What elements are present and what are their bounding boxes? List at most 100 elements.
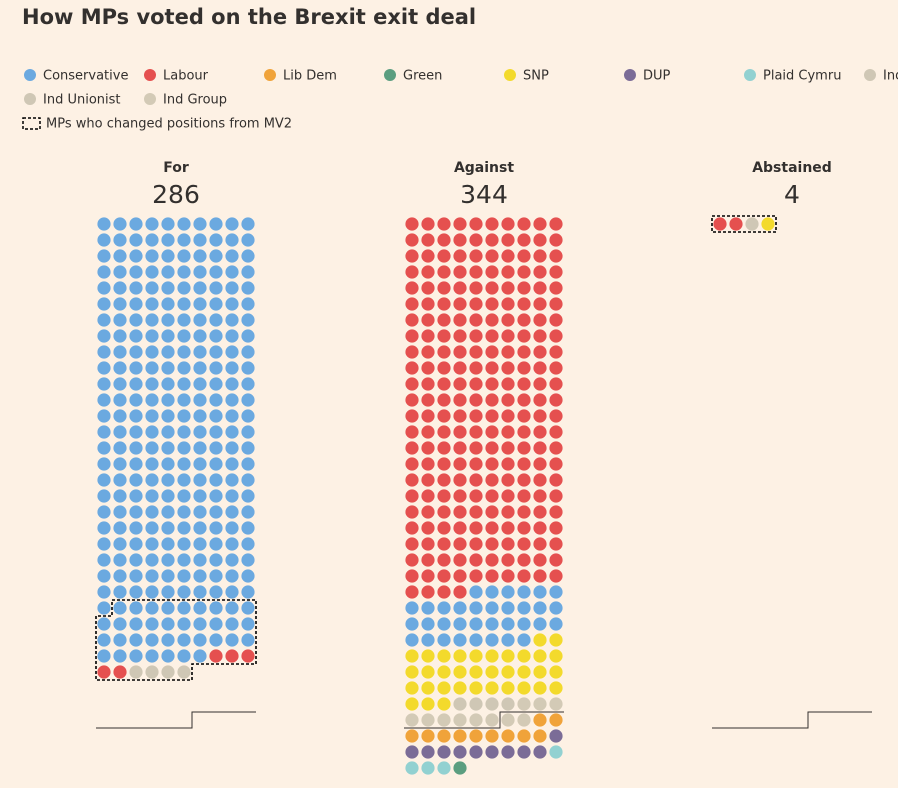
mp-dot — [161, 377, 175, 391]
mp-dot — [549, 265, 563, 279]
mp-dot — [517, 313, 531, 327]
mp-dot — [145, 425, 159, 439]
mp-dot — [485, 489, 499, 503]
mp-dot — [469, 457, 483, 471]
mp-dot — [421, 393, 435, 407]
mp-dot — [209, 249, 223, 263]
mp-dot — [533, 217, 547, 231]
mp-dot — [517, 585, 531, 599]
mp-dot — [405, 713, 419, 727]
chart-title: How MPs voted on the Brexit exit deal — [22, 5, 476, 29]
mp-dot — [421, 617, 435, 631]
mp-dot — [437, 233, 451, 247]
mp-dot — [97, 537, 111, 551]
mp-dot — [193, 265, 207, 279]
mp-dot — [533, 633, 547, 647]
mp-dot — [405, 617, 419, 631]
mp-dot — [161, 345, 175, 359]
mp-dot — [421, 249, 435, 263]
mp-dot — [225, 281, 239, 295]
mp-dot — [129, 553, 143, 567]
mp-dot — [129, 633, 143, 647]
mp-dot — [193, 249, 207, 263]
mp-dot — [517, 249, 531, 263]
mp-dot — [501, 729, 515, 743]
mp-dot — [469, 281, 483, 295]
mp-dot — [129, 281, 143, 295]
mp-dot — [549, 601, 563, 615]
mp-dot — [437, 425, 451, 439]
mp-dot — [421, 729, 435, 743]
mp-dot — [97, 281, 111, 295]
mp-dot — [129, 569, 143, 583]
mp-dot — [177, 441, 191, 455]
mp-dot — [533, 361, 547, 375]
mp-dot — [113, 505, 127, 519]
mp-dot — [469, 441, 483, 455]
legend-swatch — [24, 69, 36, 81]
mp-dot — [549, 665, 563, 679]
mp-dot — [161, 633, 175, 647]
mp-dot — [405, 745, 419, 759]
legend-swatch — [624, 69, 636, 81]
mp-dot — [501, 281, 515, 295]
mp-dot — [437, 329, 451, 343]
mp-dot — [421, 489, 435, 503]
mp-dot — [225, 537, 239, 551]
mp-dot — [437, 697, 451, 711]
mp-dot — [97, 361, 111, 375]
mp-dot — [225, 377, 239, 391]
mp-dot — [453, 761, 467, 775]
mp-dot — [485, 409, 499, 423]
mp-dot — [161, 393, 175, 407]
mp-dot — [113, 489, 127, 503]
mp-dot — [485, 521, 499, 535]
mp-dot — [193, 425, 207, 439]
mp-dot — [501, 457, 515, 471]
mp-dot — [533, 265, 547, 279]
mp-dot — [549, 681, 563, 695]
mp-dot — [209, 393, 223, 407]
mp-dot — [501, 393, 515, 407]
mp-dot — [113, 297, 127, 311]
mp-dot — [113, 521, 127, 535]
mp-dot — [485, 249, 499, 263]
mp-dot — [485, 713, 499, 727]
mp-dot — [437, 537, 451, 551]
mp-dot — [225, 233, 239, 247]
mp-dot — [113, 217, 127, 231]
mp-dot — [177, 233, 191, 247]
mp-dot — [517, 745, 531, 759]
mp-dot — [97, 409, 111, 423]
mp-dot — [485, 649, 499, 663]
group-total: 344 — [460, 180, 508, 209]
mp-dot — [453, 409, 467, 423]
mp-dot — [225, 505, 239, 519]
mp-dot — [113, 649, 127, 663]
mp-dot — [517, 633, 531, 647]
mp-dot — [129, 249, 143, 263]
mp-dot — [225, 569, 239, 583]
mp-dot — [485, 505, 499, 519]
mp-dot — [485, 569, 499, 583]
mp-dot — [453, 377, 467, 391]
baseline-step — [712, 711, 872, 729]
mp-dot — [145, 633, 159, 647]
mp-dot — [421, 457, 435, 471]
mp-dot — [241, 617, 255, 631]
legend-label: DUP — [643, 69, 671, 84]
mp-dot — [549, 457, 563, 471]
mp-dot — [113, 537, 127, 551]
mp-dot — [97, 633, 111, 647]
mp-dot — [453, 521, 467, 535]
mp-dot — [113, 665, 127, 679]
mp-dot — [421, 473, 435, 487]
mp-dot — [517, 377, 531, 391]
mp-dot — [453, 441, 467, 455]
mp-dot — [501, 569, 515, 583]
mp-dot — [193, 617, 207, 631]
mp-dot — [97, 585, 111, 599]
mp-dot — [405, 681, 419, 695]
mp-dot — [129, 233, 143, 247]
mp-dot — [97, 345, 111, 359]
